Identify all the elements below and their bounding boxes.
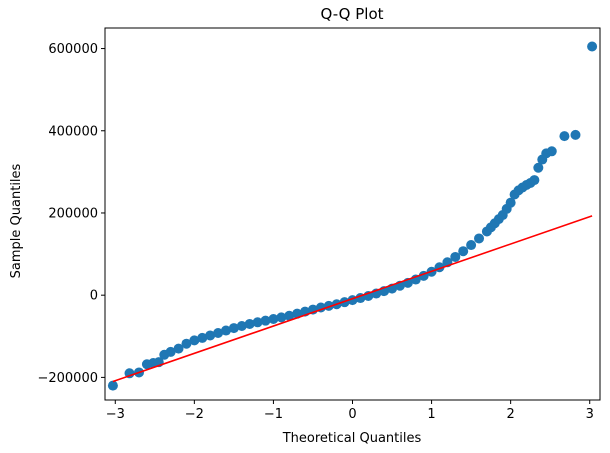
plot-layer [107,41,598,391]
y-tick-label: 200000 [48,206,98,221]
data-point [205,330,216,341]
x-axis-label: Theoretical Quantiles [282,431,422,446]
chart-title: Q-Q Plot [320,5,383,23]
data-point [165,346,176,357]
y-tick-label: −200000 [37,371,98,386]
data-point [197,332,208,343]
y-tick-label: 400000 [48,124,98,139]
data-point [276,312,287,323]
data-point [466,240,477,251]
x-tick-label: −3 [106,407,125,422]
data-point [260,315,271,326]
data-point [529,175,540,186]
data-point [570,129,581,140]
y-tick-label: 600000 [48,42,98,57]
data-point [107,380,118,391]
data-point [173,343,184,354]
y-axis-label: Sample Quantiles [9,163,24,278]
data-point [474,233,485,244]
x-tick-label: 0 [348,407,356,422]
data-point [546,146,557,157]
x-tick-label: 1 [427,407,435,422]
y-tick-label: 0 [90,289,98,304]
ticks-layer: −3 −2 −1 0 1 2 3 −200000 0 200000 400000 600000 [37,42,593,422]
data-point [124,368,135,379]
data-point [244,318,255,329]
data-point [181,338,192,349]
data-point [533,162,544,173]
data-point [213,328,224,338]
x-tick-label: 3 [586,407,594,422]
data-point [252,317,263,328]
data-point [587,41,598,52]
data-point [228,323,239,334]
x-tick-label: −1 [264,407,283,422]
x-tick-label: 2 [507,407,515,422]
data-point [450,251,461,262]
reference-line [112,215,593,383]
data-point [268,314,279,325]
data-point [559,131,570,142]
data-point [284,310,295,321]
data-point [505,197,516,208]
data-point [236,321,247,332]
data-point [189,335,200,346]
x-tick-label: −2 [185,407,204,422]
data-point [458,246,469,257]
data-point [220,325,231,336]
